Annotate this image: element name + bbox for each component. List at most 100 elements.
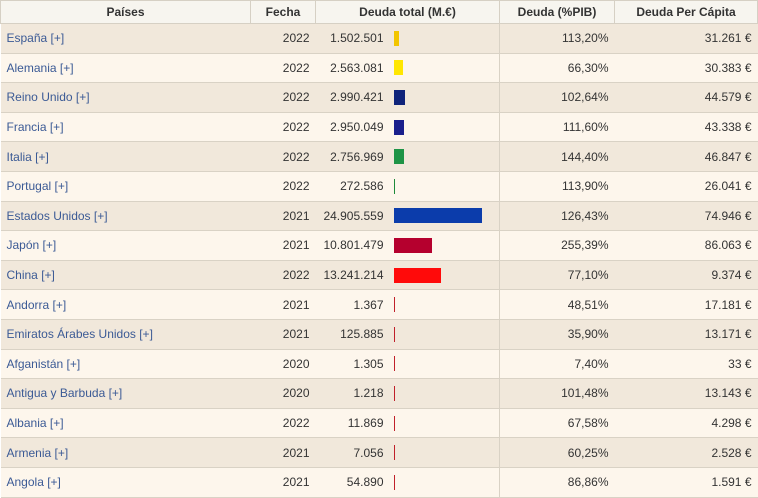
debt-per-capita-cell: 13.143 € [614, 378, 758, 409]
table-header-row: Países Fecha Deuda total (M.€) Deuda (%P… [0, 0, 758, 24]
country-link[interactable]: Emiratos Árabes Unidos [+] [6, 327, 153, 342]
table-row: China [+] 2022 13.241.214 77,10% 9.374 € [0, 260, 758, 291]
header-debt-per-capita[interactable]: Deuda Per Cápita [614, 0, 758, 24]
table-row: Albania [+] 2022 11.869 67,58% 4.298 € [0, 408, 758, 439]
country-cell: Andorra [+] [0, 289, 251, 320]
table-row: Armenia [+] 2021 7.056 60,25% 2.528 € [0, 437, 758, 468]
debt-per-capita-cell: 43.338 € [614, 112, 758, 143]
table-row: Portugal [+] 2022 272.586 113,90% 26.041 € [0, 171, 758, 202]
debt-gdp-cell: 111,60% [499, 112, 615, 143]
country-cell: China [+] [0, 260, 251, 291]
debt-cell: 1.367 [315, 289, 500, 320]
table-row: Francia [+] 2022 2.950.049 111,60% 43.338 € [0, 112, 758, 143]
country-cell: Alemania [+] [0, 53, 251, 84]
debt-per-capita-cell: 30.383 € [614, 53, 758, 84]
country-link[interactable]: Portugal [+] [6, 179, 69, 194]
debt-bar [393, 30, 399, 46]
debt-gdp-cell: 7,40% [499, 349, 615, 380]
debt-value: 11.869 [347, 416, 384, 431]
debt-cell: 2.990.421 [315, 82, 500, 113]
country-cell: Italia [+] [0, 141, 251, 172]
country-link[interactable]: Albania [+] [6, 416, 64, 431]
debt-per-capita-cell: 31.261 € [614, 23, 758, 54]
debt-bar [393, 297, 395, 313]
country-cell: Afganistán [+] [0, 349, 251, 380]
debt-per-capita-cell: 17.181 € [614, 289, 758, 320]
country-link[interactable]: Antigua y Barbuda [+] [6, 386, 123, 401]
header-total-debt[interactable]: Deuda total (M.€) [315, 0, 500, 24]
debt-per-capita-cell: 26.041 € [614, 171, 758, 202]
country-link[interactable]: Estados Unidos [+] [6, 208, 108, 223]
year-cell: 2022 [250, 141, 316, 172]
header-countries[interactable]: Países [0, 0, 251, 24]
debt-gdp-cell: 60,25% [499, 437, 615, 468]
debt-value: 1.502.501 [330, 31, 384, 46]
table-row: Reino Unido [+] 2022 2.990.421 102,64% 44.57… [0, 82, 758, 113]
debt-cell: 10.801.479 [315, 230, 500, 261]
debt-per-capita-cell: 74.946 € [614, 201, 758, 232]
debt-cell: 11.869 [315, 408, 500, 439]
debt-per-capita-cell: 13.171 € [614, 319, 758, 350]
debt-cell: 2.563.081 [315, 53, 500, 84]
debt-bar [393, 415, 395, 431]
debt-bar [393, 474, 395, 490]
debt-value: 7.056 [353, 445, 384, 460]
table-row: Angola [+] 2021 54.890 86,86% 1.591 € [0, 467, 758, 498]
year-cell: 2021 [250, 467, 316, 498]
debt-gdp-cell: 101,48% [499, 378, 615, 409]
header-debt-gdp[interactable]: Deuda (%PIB) [499, 0, 615, 24]
debt-cell: 1.502.501 [315, 23, 500, 54]
country-link[interactable]: Reino Unido [+] [6, 90, 90, 105]
year-cell: 2022 [250, 112, 316, 143]
table-row: Andorra [+] 2021 1.367 48,51% 17.181 € [0, 289, 758, 320]
debt-cell: 2.950.049 [315, 112, 500, 143]
year-cell: 2022 [250, 260, 316, 291]
country-link[interactable]: Afganistán [+] [6, 356, 81, 371]
debt-bar [393, 356, 395, 372]
table-row: Alemania [+] 2022 2.563.081 66,30% 30.383 € [0, 53, 758, 84]
country-link[interactable]: España [+] [6, 31, 65, 46]
country-link[interactable]: Alemania [+] [6, 60, 74, 75]
country-cell: Armenia [+] [0, 437, 251, 468]
debt-per-capita-cell: 4.298 € [614, 408, 758, 439]
country-link[interactable]: Japón [+] [6, 238, 57, 253]
debt-value: 1.218 [353, 386, 384, 401]
debt-bar [393, 178, 395, 194]
country-link[interactable]: Andorra [+] [6, 297, 67, 312]
table-body: España [+] 2022 1.502.501 113,20% 31.261 € Al… [0, 23, 758, 498]
country-link[interactable]: Armenia [+] [6, 445, 69, 460]
debt-per-capita-cell: 44.579 € [614, 82, 758, 113]
country-cell: Reino Unido [+] [0, 82, 251, 113]
debt-bar [393, 60, 403, 76]
debt-gdp-cell: 77,10% [499, 260, 615, 291]
debt-value: 24.905.559 [323, 208, 384, 223]
year-cell: 2021 [250, 230, 316, 261]
table-row: Estados Unidos [+] 2021 24.905.559 126,43% 7… [0, 201, 758, 232]
debt-value: 54.890 [346, 475, 384, 490]
country-cell: Japón [+] [0, 230, 251, 261]
debt-value: 13.241.214 [323, 268, 384, 283]
debt-per-capita-cell: 86.063 € [614, 230, 758, 261]
debt-gdp-cell: 113,90% [499, 171, 615, 202]
debt-bar [393, 445, 395, 461]
table-row: Afganistán [+] 2020 1.305 7,40% 33 € [0, 349, 758, 380]
country-link[interactable]: Angola [+] [6, 475, 61, 490]
country-link[interactable]: Francia [+] [6, 120, 64, 135]
debt-value: 2.990.421 [330, 90, 384, 105]
year-cell: 2022 [250, 23, 316, 54]
table-row: España [+] 2022 1.502.501 113,20% 31.261 € [0, 23, 758, 54]
country-link[interactable]: Italia [+] [6, 149, 49, 164]
debt-value: 1.305 [353, 356, 384, 371]
year-cell: 2022 [250, 82, 316, 113]
year-cell: 2022 [250, 408, 316, 439]
country-link[interactable]: China [+] [6, 268, 55, 283]
debt-bar [393, 149, 404, 165]
debt-gdp-cell: 48,51% [499, 289, 615, 320]
debt-gdp-cell: 86,86% [499, 467, 615, 498]
header-date[interactable]: Fecha [250, 0, 316, 24]
debt-value: 125.885 [340, 327, 384, 342]
debt-gdp-cell: 126,43% [499, 201, 615, 232]
table-row: Italia [+] 2022 2.756.969 144,40% 46.847 € [0, 141, 758, 172]
debt-bar [393, 267, 441, 283]
country-cell: Angola [+] [0, 467, 251, 498]
